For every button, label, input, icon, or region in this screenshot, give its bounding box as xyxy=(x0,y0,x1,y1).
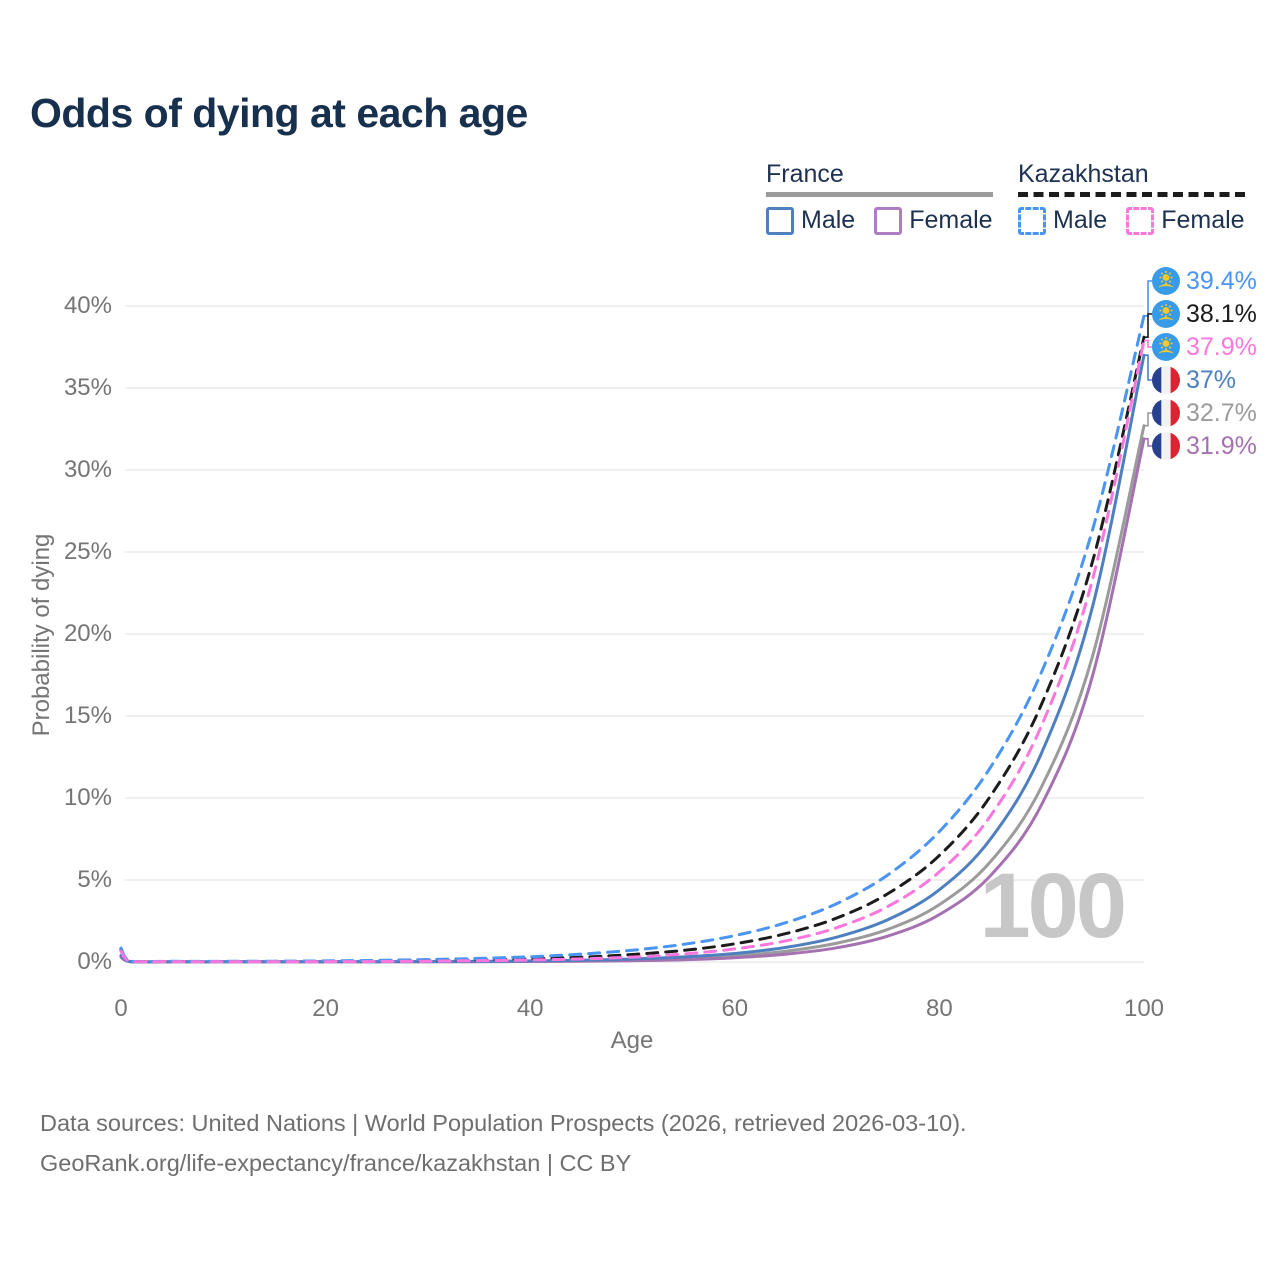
end-label-connector-kazakhstan-female xyxy=(1144,339,1152,348)
france-flag-badge xyxy=(1152,399,1180,427)
end-label-france-both-sexes: 32.7% xyxy=(1186,399,1257,427)
france-flag-badge xyxy=(1152,366,1180,394)
y-tick-label-5: 5% xyxy=(77,866,112,893)
france-male-swatch xyxy=(766,206,794,235)
france-flag-icon xyxy=(1152,366,1180,394)
legend-item-france-female[interactable]: Female xyxy=(874,206,993,235)
y-tick-label-35: 35% xyxy=(63,374,112,401)
france-flag-icon xyxy=(1152,399,1180,427)
kazakhstan-flag-badge xyxy=(1152,267,1180,295)
end-label-france-male: 37% xyxy=(1186,366,1237,394)
end-label-connector-kazakhstan-both-sexes xyxy=(1144,313,1152,338)
kazakhstan-flag-badge xyxy=(1152,333,1180,361)
x-axis-title: Age xyxy=(610,1027,654,1054)
france-flag-icon xyxy=(1152,432,1180,460)
end-label-france-female: 31.9% xyxy=(1186,432,1257,460)
legend-label-france-female: Female xyxy=(909,206,993,234)
page-title: Odds of dying at each age xyxy=(30,90,528,136)
legend-country-kazakhstan[interactable]: Kazakhstan xyxy=(1018,160,1149,188)
kazakhstan-line-style-swatch xyxy=(1018,192,1245,197)
y-tick-label-20: 20% xyxy=(63,620,112,647)
end-label-kazakhstan-male: 39.4% xyxy=(1186,267,1257,295)
legend-label-france-male: Male xyxy=(801,206,856,234)
end-label-kazakhstan-both-sexes: 38.1% xyxy=(1186,300,1257,328)
x-tick-label-20: 20 xyxy=(312,995,339,1022)
y-tick-label-25: 25% xyxy=(63,538,112,565)
legend-group-france: France Male Female xyxy=(766,160,993,235)
age-watermark: 100 xyxy=(979,855,1127,957)
kazakhstan-female-swatch xyxy=(1126,206,1155,235)
y-tick-label-15: 15% xyxy=(63,702,112,729)
end-label-connector-france-both-sexes xyxy=(1144,412,1152,427)
legend-item-kazakhstan-male[interactable]: Male xyxy=(1018,206,1107,235)
legend-country-france[interactable]: France xyxy=(766,160,844,188)
y-tick-label-10: 10% xyxy=(63,784,112,811)
y-tick-label-30: 30% xyxy=(63,456,112,483)
france-line-style-swatch xyxy=(766,192,993,197)
footer-link-line[interactable]: GeoRank.org/life-expectancy/france/kazak… xyxy=(40,1150,632,1176)
legend-label-kazakhstan-female: Female xyxy=(1161,206,1245,234)
kazakhstan-flag-icon xyxy=(1152,267,1180,295)
legend-label-kazakhstan-male: Male xyxy=(1053,206,1108,234)
x-tick-label-0: 0 xyxy=(114,995,128,1022)
x-tick-label-60: 60 xyxy=(721,995,749,1022)
kazakhstan-flag-icon xyxy=(1152,333,1180,361)
end-label-connector-kazakhstan-male xyxy=(1144,280,1152,317)
legend-item-kazakhstan-female[interactable]: Female xyxy=(1126,206,1245,235)
y-tick-label-0: 0% xyxy=(77,948,112,975)
x-tick-label-80: 80 xyxy=(926,995,953,1022)
end-label-kazakhstan-female: 37.9% xyxy=(1186,333,1257,361)
france-flag-badge xyxy=(1152,432,1180,460)
x-tick-label-100: 100 xyxy=(1123,995,1165,1022)
legend-group-kazakhstan: Kazakhstan Male Female xyxy=(1018,160,1245,235)
y-tick-label-40: 40% xyxy=(63,292,112,319)
footer-source-line: Data sources: United Nations | World Pop… xyxy=(40,1110,967,1136)
end-label-connector-france-male xyxy=(1144,354,1152,381)
kazakhstan-flag-icon xyxy=(1152,300,1180,328)
kazakhstan-male-swatch xyxy=(1018,206,1046,235)
x-tick-label-40: 40 xyxy=(516,995,544,1022)
kazakhstan-flag-badge xyxy=(1152,300,1180,328)
legend-item-france-male[interactable]: Male xyxy=(766,206,855,235)
series-line-kazakhstan-female[interactable] xyxy=(119,338,1146,964)
france-female-swatch xyxy=(874,206,903,235)
